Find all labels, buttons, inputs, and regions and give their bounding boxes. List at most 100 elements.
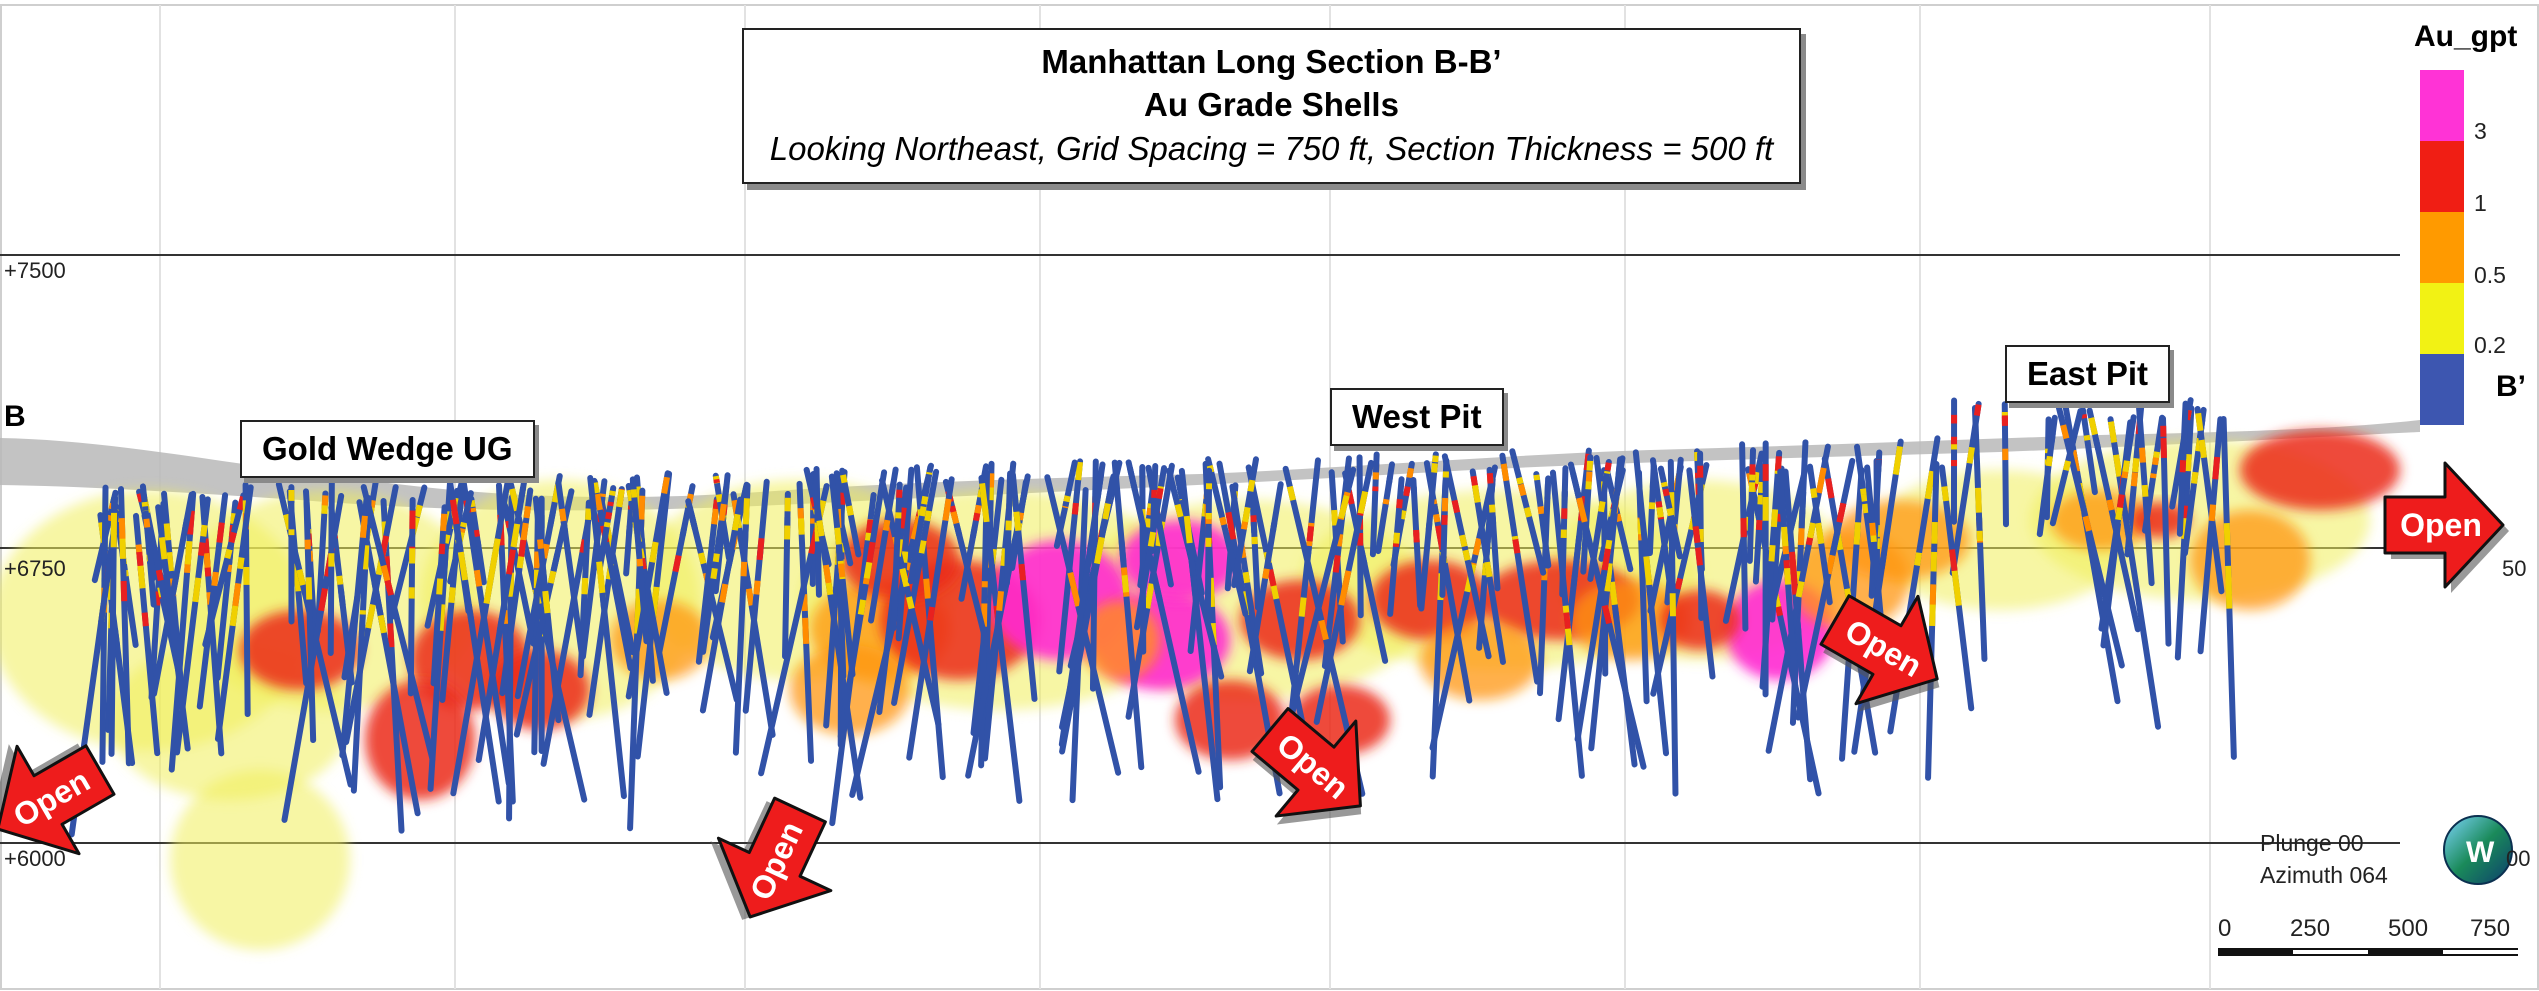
- drillhole: [2049, 408, 2084, 527]
- drillhole: [732, 482, 751, 756]
- scale-tick-250: 250: [2290, 915, 2331, 942]
- drillhole-assay-segment: [1398, 509, 1407, 520]
- drillhole: [350, 495, 372, 794]
- drillhole-assay-segment: [182, 518, 190, 531]
- drillhole: [1752, 463, 1766, 585]
- drillhole-trace: [811, 483, 864, 801]
- drillhole-assay-segment: [753, 580, 761, 595]
- drillhole-assay-segment: [1755, 519, 1763, 531]
- drillhole-trace: [742, 478, 770, 714]
- drillhole-assay-segment: [609, 490, 616, 496]
- drillhole-assay-segment: [710, 567, 718, 580]
- drillhole-assay-segment: [953, 522, 963, 537]
- drillhole-assay-segment: [509, 488, 520, 512]
- drillhole-assay-segment: [305, 577, 313, 600]
- drillhole-assay-segment: [857, 599, 867, 615]
- drillhole-assay-segment: [2225, 577, 2233, 609]
- drillhole-assay-segment: [510, 523, 521, 548]
- drillhole-assay-segment: [865, 519, 874, 534]
- drillhole-assay-segment: [170, 574, 180, 592]
- drillhole-assay-segment: [924, 510, 932, 522]
- drillhole-assay-segment: [442, 534, 451, 544]
- drillhole-assay-segment: [863, 561, 873, 579]
- drillhole-assay-segment: [371, 582, 382, 606]
- drillhole: [1248, 479, 1261, 611]
- drillhole-assay-segment: [923, 578, 931, 599]
- drillhole: [1765, 443, 1831, 754]
- drillhole: [430, 504, 448, 687]
- drillhole-assay-segment: [1017, 512, 1024, 520]
- drillhole: [1486, 466, 1501, 592]
- open-arrow-body: [1250, 707, 1362, 818]
- drillhole-assay-segment: [318, 588, 328, 612]
- drillhole-assay-segment: [1598, 501, 1606, 513]
- drillhole-assay-segment: [1094, 473, 1105, 501]
- drillhole-assay-segment: [1242, 571, 1251, 584]
- drillhole: [1782, 468, 1814, 783]
- drillhole-assay-segment: [358, 614, 366, 640]
- drillhole-assay-segment: [1608, 488, 1617, 500]
- drillhole: [1499, 452, 1541, 685]
- drillhole: [2160, 415, 2172, 647]
- drillhole-assay-segment: [2107, 421, 2118, 443]
- drillhole-assay-segment: [1586, 460, 1594, 471]
- drillhole-assay-segment: [1102, 503, 1112, 520]
- drillhole: [1313, 459, 1375, 725]
- drillhole-assay-segment: [2149, 473, 2157, 479]
- drillhole-trace: [1248, 479, 1261, 611]
- drillhole-assay-segment: [888, 481, 897, 496]
- drillhole: [839, 467, 862, 558]
- drillhole-assay-segment: [712, 499, 720, 511]
- drillhole-assay-segment: [1608, 581, 1619, 609]
- drillhole-trace: [450, 480, 511, 797]
- drillhole-assay-segment: [496, 617, 505, 632]
- drillhole-trace: [1205, 456, 1249, 617]
- drillhole-assay-segment: [1781, 526, 1789, 547]
- drillhole: [629, 476, 650, 645]
- drillhole-assay-segment: [846, 505, 854, 514]
- drillhole-trace: [1864, 464, 1886, 642]
- drillhole-assay-segment: [605, 511, 613, 520]
- legend-swatch-2: [2420, 212, 2464, 283]
- drillhole-assay-segment: [1585, 471, 1593, 483]
- drillhole-assay-segment: [2121, 507, 2132, 535]
- legend-tick-0-5: 0.5: [2474, 262, 2506, 288]
- drillhole-trace: [1536, 475, 1552, 697]
- elevation-bottom: +6000: [4, 846, 66, 871]
- drillhole-assay-segment: [882, 519, 891, 531]
- drillhole-assay-segment: [1147, 503, 1154, 509]
- drillhole-assay-segment: [1517, 483, 1527, 497]
- open-arrow-body: [716, 796, 833, 919]
- frame: [0, 4, 2539, 990]
- drillhole: [1567, 461, 1647, 770]
- drillhole-trace: [2079, 406, 2098, 496]
- legend-tick-1: 1: [2474, 190, 2487, 216]
- drillhole: [555, 479, 585, 655]
- drillhole-assay-segment: [1862, 503, 1870, 514]
- drillhole-assay-segment: [1783, 568, 1792, 585]
- drillhole-assay-segment: [448, 587, 456, 604]
- drillhole-assay-segment: [1788, 551, 1798, 579]
- drillhole-assay-segment: [158, 536, 168, 560]
- drillhole: [2079, 406, 2098, 496]
- drillhole-assay-segment: [103, 558, 113, 587]
- drillhole-assay-segment: [483, 574, 495, 605]
- drillhole-assay-segment: [1144, 583, 1155, 609]
- drillhole-assay-segment: [984, 524, 994, 557]
- drillhole-assay-segment: [518, 539, 527, 557]
- drillhole-assay-segment: [1338, 494, 1350, 519]
- drillhole-assay-segment: [365, 603, 376, 629]
- drillhole-assay-segment: [2048, 432, 2056, 445]
- drillhole-assay-segment: [834, 527, 842, 545]
- drillhole-assay-segment: [715, 493, 723, 503]
- drillhole-assay-segment: [672, 554, 682, 573]
- drillhole-assay-segment: [2088, 417, 2098, 436]
- drillhole-assay-segment: [560, 520, 569, 533]
- drillhole-assay-segment: [2208, 504, 2217, 522]
- drillhole: [1686, 467, 1716, 680]
- drillhole-assay-segment: [1929, 584, 1937, 605]
- drillhole: [796, 480, 815, 764]
- drillhole-trace: [1632, 449, 1670, 757]
- drillhole-assay-segment: [1601, 548, 1611, 571]
- drillhole-assay-segment: [2184, 454, 2192, 472]
